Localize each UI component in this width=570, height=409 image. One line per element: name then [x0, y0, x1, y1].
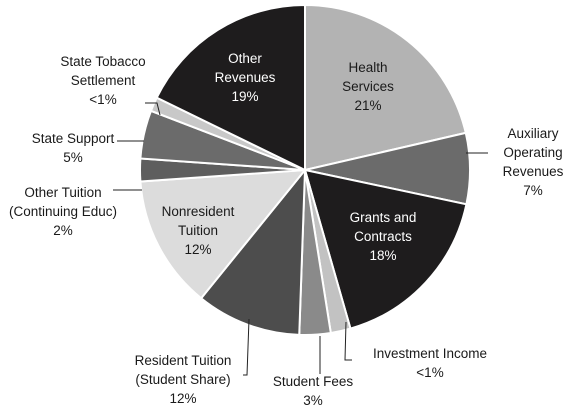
- slice-label-line: 12%: [169, 391, 196, 406]
- slice-label: Investment Income <1%: [373, 346, 487, 380]
- leader-line: [344, 321, 352, 361]
- slice-label-line: Revenues: [503, 164, 564, 179]
- slice-label-line: Resident Tuition: [135, 353, 232, 368]
- pie-slice: [304, 3, 467, 172]
- slice-label: Student Fees 3%: [273, 374, 354, 408]
- slice-label-line: 2%: [53, 223, 73, 238]
- slice-label-line: Auxiliary: [507, 126, 558, 141]
- leader-line: [243, 318, 250, 376]
- slice-label-line: Other: [228, 51, 262, 66]
- slice-label-line: 19%: [231, 89, 258, 104]
- slice-label-line: 21%: [354, 98, 381, 113]
- slice-label: State Support 5%: [32, 131, 115, 165]
- slice-label: Other Revenues 19%: [215, 51, 276, 104]
- slice-label-line: Contracts: [354, 229, 412, 244]
- slice-label: Auxiliary Operating Revenues 7%: [503, 126, 564, 198]
- slice-label-line: State Tobacco: [60, 54, 145, 69]
- slice-label-line: (Student Share): [135, 372, 230, 387]
- slice-label-line: Investment Income: [373, 346, 487, 361]
- slice-label-line: Nonresident: [162, 204, 235, 219]
- slice-label-line: Revenues: [215, 70, 276, 85]
- slice-label: Health Services 21%: [342, 60, 394, 113]
- slice-label: Nonresident Tuition 12%: [162, 204, 235, 257]
- pie-slice: [303, 168, 468, 330]
- slice-label-line: <1%: [89, 92, 116, 107]
- slice-label: Other Tuition (Continuing Educ) 2%: [9, 185, 117, 238]
- slice-label-line: Operating: [503, 145, 562, 160]
- slice-label-line: Health: [348, 60, 387, 75]
- slice-label: Grants and Contracts 18%: [350, 210, 417, 263]
- pie-slice: [155, 3, 306, 172]
- leader-line: [145, 102, 161, 116]
- slice-label: State Tobacco Settlement <1%: [60, 54, 145, 107]
- slice-label-line: Grants and: [350, 210, 417, 225]
- slice-label-line: State Support: [32, 131, 115, 146]
- slice-label-line: (Continuing Educ): [9, 204, 117, 219]
- slice-label-line: <1%: [416, 365, 443, 380]
- slice-label-line: Services: [342, 79, 394, 94]
- slice-label: Resident Tuition (Student Share) 12%: [135, 353, 232, 406]
- slice-label-line: Student Fees: [273, 374, 354, 389]
- pie-slice: [199, 167, 307, 336]
- slice-label-line: 3%: [303, 393, 323, 408]
- slice-label-line: 12%: [184, 242, 211, 257]
- slice-label-line: 5%: [63, 150, 83, 165]
- slice-label-line: 7%: [523, 183, 543, 198]
- slice-label-line: 18%: [369, 248, 396, 263]
- slice-label-line: Settlement: [71, 73, 136, 88]
- slice-label-line: Tuition: [178, 223, 218, 238]
- slice-label-line: Other Tuition: [24, 185, 101, 200]
